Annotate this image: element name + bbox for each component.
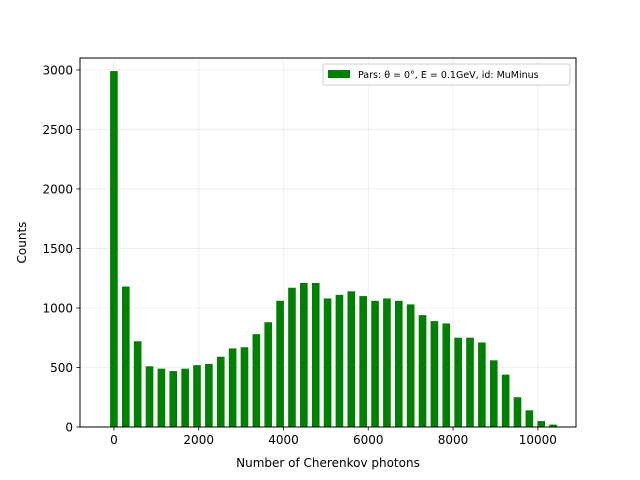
bar: [513, 397, 522, 427]
bar: [228, 348, 237, 427]
bar: [501, 374, 510, 427]
x-tick-label: 0: [110, 433, 118, 447]
bar: [181, 368, 189, 427]
bar: [121, 286, 130, 427]
y-tick-label: 2000: [42, 182, 73, 196]
bar: [371, 300, 379, 427]
x-tick-label: 2000: [183, 433, 214, 447]
y-axis-ticks: 0 500 1000 1500 2000 2500 3000: [42, 63, 80, 435]
x-tick-label: 4000: [268, 433, 299, 447]
bar: [240, 347, 249, 427]
bar: [383, 298, 391, 427]
bar: [216, 356, 225, 427]
bar: [549, 424, 557, 427]
legend-label: Pars: θ = 0°, E = 0.1GeV, id: MuMinus: [358, 70, 539, 81]
bar: [537, 421, 546, 427]
bar: [145, 366, 154, 427]
y-tick-label: 1500: [42, 242, 73, 256]
legend-box: [322, 63, 571, 86]
y-tick-label: 2500: [42, 123, 73, 137]
bar: [110, 71, 118, 427]
y-tick-label: 1000: [42, 301, 73, 315]
x-tick-label: 6000: [353, 433, 384, 447]
bar: [311, 282, 320, 427]
bar: [335, 294, 344, 427]
bar: [442, 323, 451, 427]
bar: [454, 337, 462, 427]
bar: [418, 315, 427, 427]
bar: [489, 360, 498, 427]
bar: [169, 371, 178, 427]
bar: [430, 321, 439, 427]
legend: Pars: θ = 0°, E = 0.1GeV, id: MuMinus: [322, 63, 571, 86]
bar: [193, 365, 201, 427]
y-tick-label: 500: [50, 361, 73, 375]
x-tick-label: 8000: [438, 433, 469, 447]
bar: [300, 282, 308, 427]
bar: [466, 337, 474, 427]
bar: [478, 342, 486, 427]
bars: [110, 71, 557, 427]
bar: [359, 296, 368, 427]
bar: [264, 322, 273, 427]
bar: [205, 363, 213, 427]
bar: [323, 298, 332, 427]
y-axis-label: Counts: [15, 222, 29, 264]
bar: [276, 300, 284, 427]
bar: [157, 368, 166, 427]
plot-frame: [79, 57, 577, 428]
y-tick-label: 3000: [42, 63, 73, 77]
legend-swatch: [328, 70, 350, 78]
bar: [525, 410, 534, 427]
x-axis-ticks: 0 2000 4000 6000 8000 10000: [110, 427, 557, 447]
y-tick-label: 0: [65, 421, 73, 435]
bar: [394, 300, 403, 427]
bar: [133, 341, 142, 427]
bar: [288, 287, 296, 427]
bar: [406, 304, 415, 427]
bar: [347, 291, 356, 427]
bar: [252, 334, 261, 427]
x-tick-label: 10000: [519, 433, 557, 447]
x-axis-label: Number of Cherenkov photons: [236, 456, 420, 470]
